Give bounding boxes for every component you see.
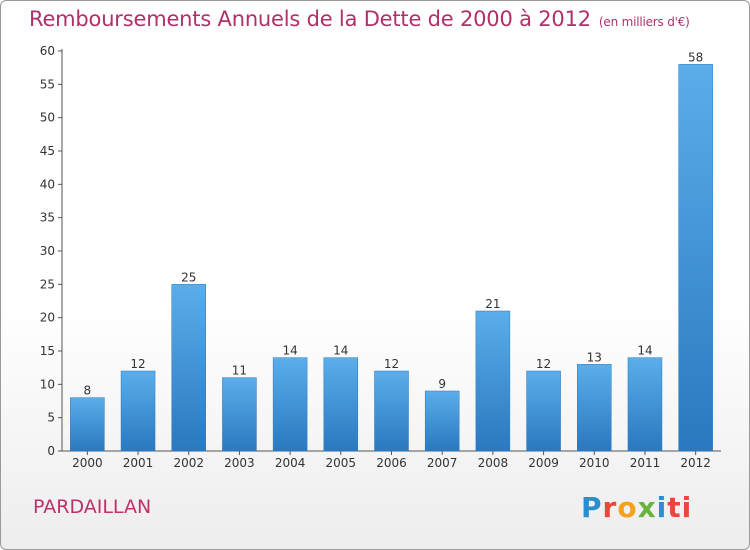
bar-2011: [627, 357, 663, 452]
bar-2004: [272, 357, 308, 452]
value-label-2003: 11: [232, 364, 247, 378]
y-tick-label: 50: [40, 111, 55, 125]
x-tick-label-2003: 2003: [224, 456, 255, 470]
x-tick-label-2010: 2010: [579, 456, 610, 470]
x-tick-label-2000: 2000: [72, 456, 103, 470]
value-label-2009: 12: [536, 357, 551, 371]
proxiti-logo: Proxiti: [581, 491, 693, 524]
x-tick-label-2009: 2009: [528, 456, 559, 470]
chart-title: Remboursements Annuels de la Dette de 20…: [29, 7, 690, 31]
y-tick-label: 30: [40, 244, 55, 258]
value-label-2001: 12: [130, 357, 145, 371]
y-tick-label: 25: [40, 277, 55, 291]
y-tick-label: 20: [40, 311, 55, 325]
y-tick-label: 10: [40, 377, 55, 391]
y-tick-label: 5: [47, 411, 55, 425]
bars-group: 8 12 25 11 14 14 12 9 21 12 13 14 58: [70, 50, 713, 452]
x-tick-label-2012: 2012: [680, 456, 711, 470]
bar-2010: [577, 364, 612, 452]
bar-2006: [374, 370, 409, 452]
y-tick-label: 0: [47, 444, 55, 458]
y-tick-label: 45: [40, 144, 55, 158]
y-tick-label: 55: [40, 77, 55, 91]
y-tick-label: 35: [40, 211, 55, 225]
x-tick-label-2001: 2001: [123, 456, 154, 470]
commune-name: PARDAILLAN: [33, 496, 152, 518]
x-tick-label-2011: 2011: [630, 456, 661, 470]
bar-2007: [424, 390, 460, 452]
value-label-2011: 14: [637, 344, 652, 358]
value-label-2006: 12: [384, 357, 399, 371]
bar-2005: [323, 357, 359, 452]
x-tick-label-2007: 2007: [427, 456, 458, 470]
x-tick-label-2005: 2005: [326, 456, 357, 470]
x-tick-label-2008: 2008: [478, 456, 509, 470]
bar-2000: [70, 397, 105, 452]
bar-2008: [475, 310, 511, 452]
chart-unit: (en milliers d'€): [598, 15, 690, 29]
bar-2003: [222, 377, 257, 452]
value-label-2002: 25: [181, 270, 196, 284]
value-label-2007: 9: [438, 377, 446, 391]
chart-title-text: Remboursements Annuels de la Dette de 20…: [29, 7, 591, 31]
value-label-2000: 8: [84, 384, 92, 398]
bar-2002: [171, 284, 206, 452]
bar-2009: [526, 370, 561, 452]
axes: 0 5 10 15 20 25 30 35 40 45 50 55 60 2000 2001 2002 2003…: [40, 44, 721, 470]
x-tick-label-2004: 2004: [275, 456, 306, 470]
y-tick-label: 40: [40, 177, 55, 191]
y-tick-label: 15: [40, 344, 55, 358]
value-label-2010: 13: [587, 350, 602, 364]
value-label-2005: 14: [333, 344, 348, 358]
y-tick-label: 60: [40, 44, 55, 58]
value-label-2004: 14: [282, 344, 297, 358]
bar-2001: [120, 370, 156, 452]
value-label-2012: 58: [688, 50, 703, 64]
x-tick-label-2006: 2006: [376, 456, 407, 470]
value-label-2008: 21: [485, 297, 500, 311]
x-tick-label-2002: 2002: [173, 456, 204, 470]
bar-2012: [678, 64, 713, 452]
